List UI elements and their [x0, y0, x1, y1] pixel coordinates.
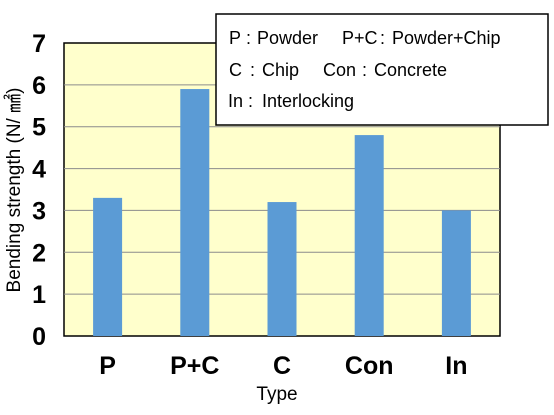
legend: P : Powder P+C : Powder+Chip C : Chip Co…	[215, 13, 549, 126]
x-tick-label: Con	[345, 352, 394, 380]
y-tick-label: 5	[32, 114, 46, 142]
legend-key-pc: P+C	[342, 28, 378, 48]
legend-sep-con: :	[362, 60, 367, 80]
x-axis-ticks: P P+C C Con In	[99, 352, 467, 380]
bar-c	[267, 202, 297, 336]
y-tick-label: 7	[32, 30, 46, 58]
legend-key-c: C	[229, 60, 242, 80]
legend-sep-p: :	[246, 28, 251, 48]
y-tick-label: 3	[32, 197, 46, 225]
legend-box	[215, 13, 549, 126]
y-tick-label: 6	[32, 72, 46, 100]
legend-desc-pc: Powder+Chip	[392, 28, 501, 48]
y-tick-label: 1	[32, 281, 46, 309]
legend-key-con: Con	[323, 60, 356, 80]
bar-con	[354, 135, 384, 336]
x-tick-label: C	[273, 352, 291, 380]
bar-p-c	[180, 89, 210, 337]
x-tick-label: P	[99, 352, 116, 380]
legend-desc-c: Chip	[262, 60, 299, 80]
legend-key-in: In	[228, 91, 243, 111]
legend-key-p: P	[229, 28, 241, 48]
x-tick-label: In	[445, 352, 467, 380]
legend-desc-p: Powder	[257, 28, 318, 48]
y-axis-ticks: 0 1 2 3 4 5 6 7	[32, 30, 46, 351]
bars	[93, 89, 471, 337]
legend-sep-in: :	[248, 91, 253, 111]
x-axis-title: Type	[256, 384, 297, 405]
legend-sep-pc: :	[380, 28, 385, 48]
y-tick-label: 2	[32, 239, 46, 267]
bar-p	[93, 197, 123, 336]
legend-sep-c: :	[250, 60, 255, 80]
y-tick-label: 4	[32, 156, 46, 184]
legend-desc-in: Interlocking	[262, 91, 354, 111]
y-tick-label: 0	[32, 323, 46, 351]
y-axis-title: Bending strength (N/ ㎟)	[2, 88, 25, 293]
x-tick-label: P+C	[170, 352, 219, 380]
legend-desc-con: Concrete	[374, 60, 447, 80]
bar-in	[441, 210, 471, 336]
